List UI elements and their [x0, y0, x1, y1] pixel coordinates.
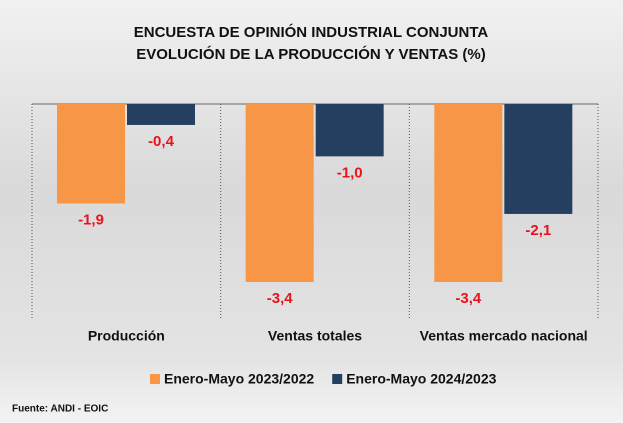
x-tick-label: Ventas totales [268, 328, 362, 344]
x-tick-label: Producción [88, 328, 165, 344]
data-label: -3,4 [267, 290, 294, 307]
page: {"chart_data": {"type": "bar", "title": … [0, 0, 623, 423]
legend-label: Enero-Mayo 2024/2023 [346, 371, 496, 387]
bar [127, 104, 195, 125]
data-label: -0,4 [148, 133, 175, 150]
data-label: -1,0 [337, 164, 363, 181]
legend-swatch [332, 374, 342, 384]
source: Fuente: ANDI - EOIC [12, 404, 108, 415]
data-label: -1,9 [78, 211, 104, 228]
chart-subtitle: EVOLUCIÓN DE LA PRODUCCIÓN Y VENTAS (%) [136, 45, 485, 63]
x-tick-label: Ventas mercado nacional [420, 328, 588, 344]
bar [504, 104, 572, 214]
legend-swatch [150, 374, 160, 384]
bar [57, 104, 125, 203]
data-label: -2,1 [525, 222, 551, 239]
data-label: -3,4 [455, 290, 482, 307]
bar [246, 104, 314, 282]
chart: ENCUESTA DE OPINIÓN INDUSTRIAL CONJUNTA … [0, 0, 623, 423]
bar [316, 104, 384, 156]
chart-title: ENCUESTA DE OPINIÓN INDUSTRIAL CONJUNTA [134, 23, 489, 41]
bar [434, 104, 502, 282]
legend-label: Enero-Mayo 2023/2022 [164, 371, 314, 387]
